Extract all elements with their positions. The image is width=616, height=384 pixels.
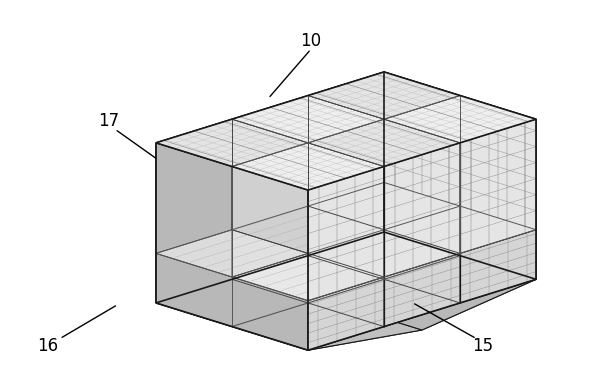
Polygon shape — [232, 206, 384, 253]
Polygon shape — [460, 119, 536, 253]
Polygon shape — [232, 143, 308, 277]
Text: 16: 16 — [37, 338, 58, 356]
Polygon shape — [232, 253, 384, 301]
Polygon shape — [308, 279, 536, 350]
Polygon shape — [156, 143, 308, 350]
Text: 15: 15 — [472, 338, 493, 356]
Polygon shape — [460, 206, 536, 279]
Text: 17: 17 — [98, 113, 120, 131]
Polygon shape — [384, 72, 460, 206]
Polygon shape — [232, 96, 384, 143]
Polygon shape — [156, 119, 308, 166]
Polygon shape — [308, 96, 384, 230]
Polygon shape — [270, 232, 536, 330]
Polygon shape — [384, 206, 536, 253]
Polygon shape — [384, 119, 460, 253]
Polygon shape — [384, 253, 460, 326]
Polygon shape — [156, 283, 422, 350]
Text: 10: 10 — [301, 32, 322, 50]
Polygon shape — [308, 143, 384, 277]
Polygon shape — [384, 143, 460, 277]
Polygon shape — [232, 143, 384, 190]
Polygon shape — [156, 230, 308, 277]
Polygon shape — [308, 119, 536, 350]
Polygon shape — [460, 230, 536, 303]
Polygon shape — [308, 119, 460, 166]
Polygon shape — [308, 277, 384, 350]
Polygon shape — [384, 96, 460, 230]
Polygon shape — [308, 166, 384, 301]
Polygon shape — [232, 119, 308, 253]
Polygon shape — [308, 230, 460, 277]
Polygon shape — [384, 182, 460, 256]
Polygon shape — [156, 72, 536, 190]
Polygon shape — [308, 72, 460, 119]
Polygon shape — [460, 96, 536, 230]
Polygon shape — [156, 72, 384, 303]
Polygon shape — [308, 119, 384, 253]
Polygon shape — [156, 232, 384, 303]
Polygon shape — [384, 72, 536, 279]
Polygon shape — [384, 96, 536, 143]
Polygon shape — [308, 182, 460, 230]
Polygon shape — [156, 232, 536, 350]
